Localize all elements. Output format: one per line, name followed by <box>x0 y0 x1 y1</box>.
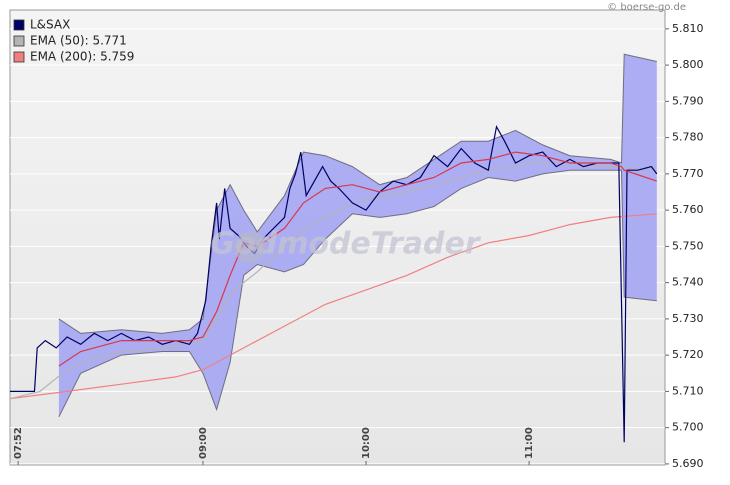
series-line <box>9 162 657 400</box>
y-tick-label: 5.780 <box>672 131 704 144</box>
legend-label: EMA (50): 5.771 <box>30 34 127 48</box>
band-middle <box>58 151 657 367</box>
y-tick-label: 5.700 <box>672 421 704 434</box>
x-tick-label: 10:00 <box>361 427 372 459</box>
legend-swatch <box>13 19 25 31</box>
legend-label: L&SAX <box>30 18 70 32</box>
series-line <box>9 213 657 400</box>
x-tick-label: 09:00 <box>198 427 209 459</box>
y-tick-label: 5.720 <box>672 348 704 361</box>
y-tick-label: 5.810 <box>672 22 704 35</box>
y-tick-label: 5.710 <box>672 384 704 397</box>
band-upper <box>58 53 657 334</box>
x-tick-label: 07:52 <box>13 427 24 459</box>
y-tick-label: 5.740 <box>672 276 704 289</box>
y-tick-label: 5.750 <box>672 239 704 252</box>
band-lower <box>58 169 657 418</box>
y-tick-label: 5.800 <box>672 58 704 71</box>
y-tick-label: 5.730 <box>672 312 704 325</box>
legend-swatch <box>13 35 25 47</box>
y-tick-label: 5.690 <box>672 457 704 470</box>
series-line <box>10 124 658 443</box>
x-tick-label: 11:00 <box>524 427 535 459</box>
legend-label: EMA (200): 5.759 <box>30 50 134 64</box>
y-tick-label: 5.770 <box>672 167 704 180</box>
legend-swatch <box>13 51 25 63</box>
y-tick-label: 5.760 <box>672 203 704 216</box>
plot-area <box>9 9 666 466</box>
credit: © boerse-go.de <box>607 2 686 13</box>
y-tick-label: 5.790 <box>672 94 704 107</box>
watermark-icon <box>234 231 266 263</box>
